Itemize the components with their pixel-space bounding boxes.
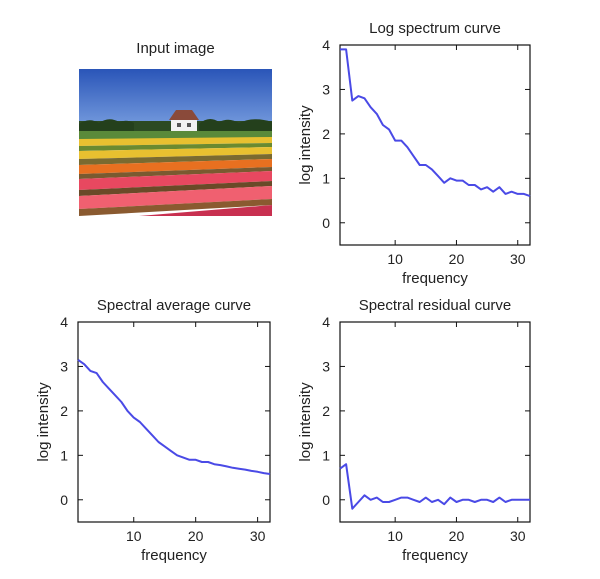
x-tick-label: 20	[449, 528, 465, 544]
log-spectrum-chart: Log spectrum curve 0 1 2 3 4 10 20 30 frequency lo…	[297, 20, 531, 287]
x-tick-label: 30	[250, 528, 266, 544]
series-line	[340, 48, 531, 198]
x-tick-label: 10	[387, 528, 403, 544]
plot-frame	[339, 44, 531, 246]
y-tick-label: 3	[322, 81, 330, 97]
x-axis-label: frequency	[402, 547, 468, 564]
y-tick-label: 2	[60, 403, 68, 419]
plot-frame	[77, 321, 271, 523]
spectral-residual-chart: Spectral residual curve 0 1 2 3 4 10 20 30 freque…	[297, 297, 531, 564]
x-tick-label: 30	[510, 251, 526, 267]
y-axis-label: log intensity	[297, 105, 314, 185]
input-image-title: Input image	[136, 40, 215, 57]
farmhouse	[169, 110, 199, 131]
y-tick-label: 1	[322, 447, 330, 463]
y-axis-label: log intensity	[297, 382, 314, 462]
y-tick-label: 2	[322, 403, 330, 419]
y-tick-label: 4	[322, 37, 330, 53]
x-tick-label: 10	[387, 251, 403, 267]
series-line	[77, 358, 271, 475]
x-tick-label: 20	[449, 251, 465, 267]
x-axis-label: frequency	[141, 547, 207, 564]
chart-title: Spectral residual curve	[359, 297, 512, 314]
y-tick-label: 1	[322, 170, 330, 186]
x-axis-label: frequency	[402, 270, 468, 287]
y-tick-label: 0	[322, 215, 330, 231]
series-line	[339, 463, 530, 510]
x-tick-label: 20	[188, 528, 204, 544]
chart-title: Log spectrum curve	[369, 20, 501, 37]
y-tick-label: 4	[60, 314, 68, 330]
y-tick-label: 1	[60, 447, 68, 463]
input-photo	[79, 69, 272, 216]
y-tick-label: 0	[60, 492, 68, 508]
x-tick-label: 30	[510, 528, 526, 544]
y-tick-label: 4	[322, 314, 330, 330]
plot-frame	[339, 321, 531, 523]
y-tick-label: 0	[322, 492, 330, 508]
y-tick-label: 3	[322, 358, 330, 374]
spectral-average-chart: Spectral average curve 0 1 2 3 4 10 20 30 frequen…	[35, 297, 271, 564]
y-tick-label: 3	[60, 358, 68, 374]
y-axis-label: log intensity	[35, 382, 52, 462]
x-tick-label: 10	[126, 528, 142, 544]
y-tick-label: 2	[322, 126, 330, 142]
chart-title: Spectral average curve	[97, 297, 251, 314]
